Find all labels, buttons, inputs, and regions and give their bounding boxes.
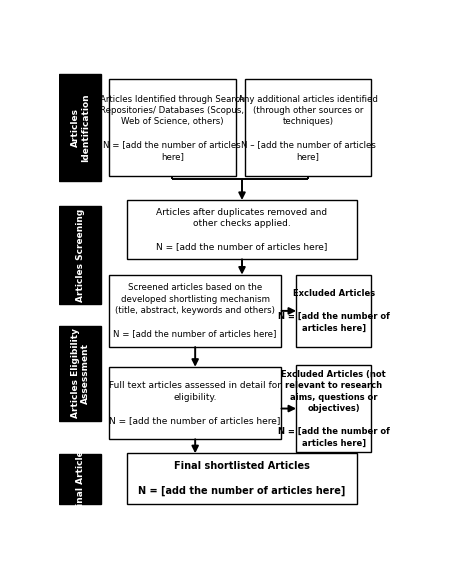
Bar xyxy=(127,200,357,259)
Text: Articles Identified through Search
Repositories/ Databases (Scopus,
Web of Scien: Articles Identified through Search Repos… xyxy=(100,95,245,161)
Text: Articles Eligibility
Assessment: Articles Eligibility Assessment xyxy=(71,328,90,418)
Bar xyxy=(109,275,282,347)
Text: Final shortlisted Articles

N = [add the number of articles here]: Final shortlisted Articles N = [add the … xyxy=(138,461,346,496)
Bar xyxy=(59,454,101,504)
Text: Excluded Articles (not
relevant to research
aims, questions or
objectives)

N = : Excluded Articles (not relevant to resea… xyxy=(278,370,390,447)
Bar xyxy=(59,74,101,181)
Bar xyxy=(296,365,372,453)
Text: Excluded Articles

N = [add the number of
articles here]: Excluded Articles N = [add the number of… xyxy=(278,289,390,332)
Bar xyxy=(245,79,372,176)
Text: Articles
Identification: Articles Identification xyxy=(71,93,90,162)
Text: Any additional articles identified
(through other sources or
techniques)

N – [a: Any additional articles identified (thro… xyxy=(238,95,378,161)
Text: Full text articles assessed in detail for
eligibility.

N = [add the number of a: Full text articles assessed in detail fo… xyxy=(109,381,281,425)
Text: Screened articles based on the
developed shortlisting mechanism
(title, abstract: Screened articles based on the developed… xyxy=(113,283,277,338)
Bar xyxy=(59,206,101,304)
Bar xyxy=(59,326,101,421)
Text: Articles after duplicates removed and
other checks applied.

N = [add the number: Articles after duplicates removed and ot… xyxy=(156,208,328,251)
Bar xyxy=(109,79,236,176)
Bar xyxy=(296,275,372,347)
Text: Articles Screening: Articles Screening xyxy=(76,208,85,302)
Bar xyxy=(127,453,357,504)
Bar xyxy=(109,367,282,439)
Text: Final Articles: Final Articles xyxy=(76,445,85,512)
